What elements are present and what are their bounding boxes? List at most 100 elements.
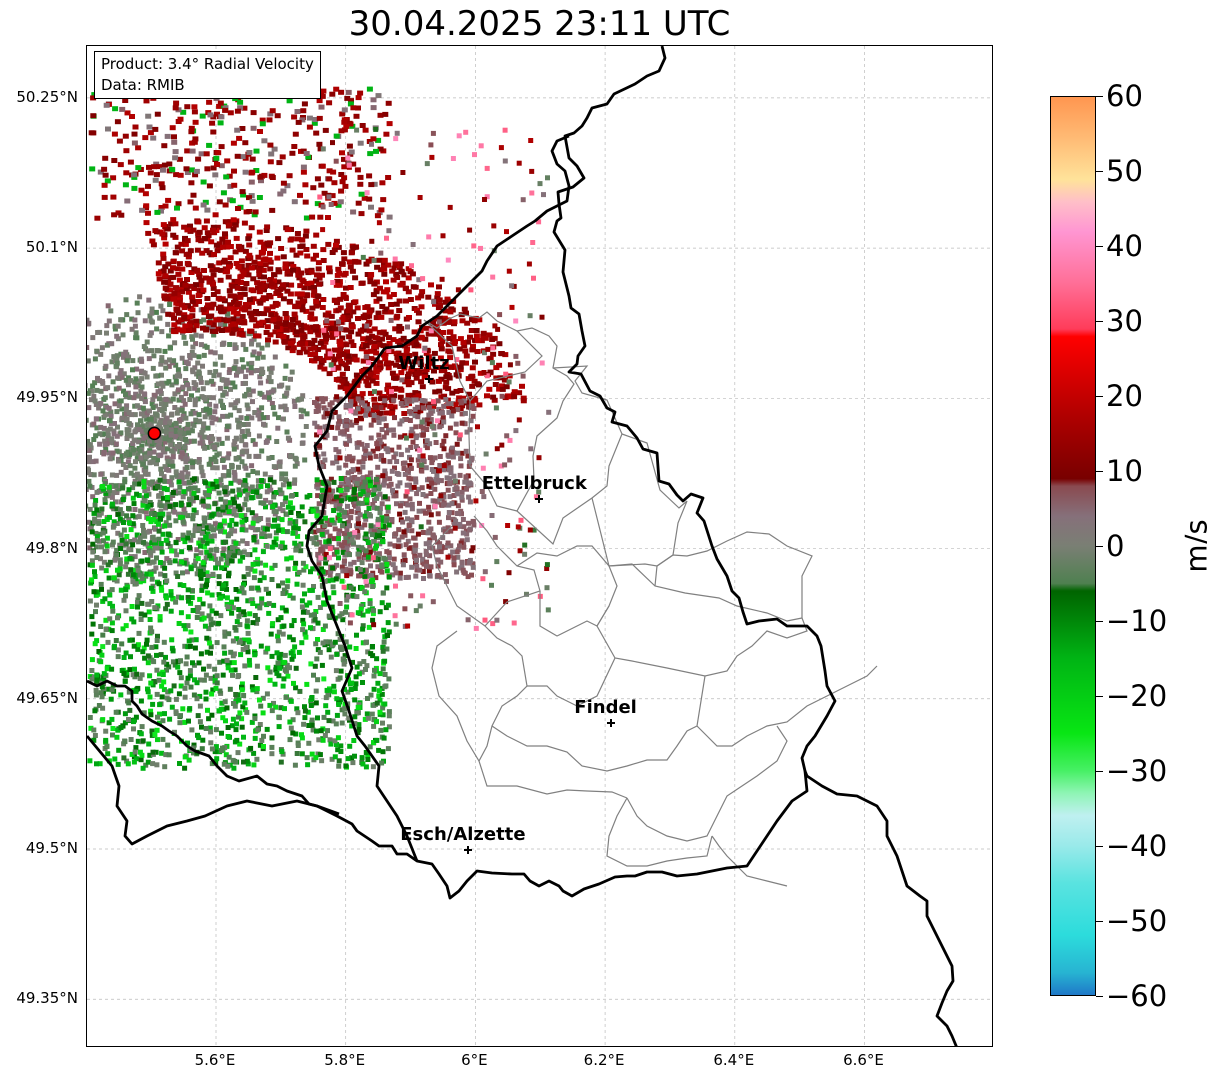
radar-echo-pixel: [284, 390, 290, 396]
radar-echo-pixel: [173, 420, 179, 426]
radar-echo-pixel: [126, 487, 132, 493]
radar-echo-pixel: [290, 267, 296, 273]
radar-echo-pixel: [405, 379, 412, 385]
radar-echo-pixel: [292, 304, 299, 310]
radar-echo-pixel: [277, 383, 282, 389]
radar-echo-pixel: [118, 430, 124, 436]
radar-echo-pixel: [189, 727, 195, 733]
radar-echo-pixel: [387, 403, 394, 409]
radar-echo-pixel: [441, 438, 447, 444]
radar-echo-pixel: [231, 508, 237, 514]
radar-echo-pixel: [272, 411, 278, 417]
radar-echo-pixel: [395, 544, 401, 550]
radar-echo-pixel: [340, 429, 345, 435]
radar-echo-pixel: [391, 432, 397, 438]
radar-echo-pixel: [233, 261, 240, 266]
radar-echo-pixel: [406, 523, 412, 528]
radar-echo-pixel: [148, 625, 154, 631]
radar-echo-pixel: [230, 293, 237, 299]
radar-echo-pixel: [226, 370, 232, 375]
radar-echo-pixel: [435, 305, 442, 311]
radar-echo-pixel: [374, 528, 380, 533]
radar-map[interactable]: [87, 46, 993, 1047]
radar-echo-pixel: [402, 532, 408, 538]
radar-echo-pixel: [130, 495, 136, 501]
radar-echo-pixel: [386, 341, 393, 346]
radar-echo-pixel: [105, 385, 111, 391]
radar-echo-pixel: [116, 458, 121, 464]
radar-echo-pixel: [359, 545, 365, 551]
radar-echo-pixel: [151, 679, 157, 684]
radar-echo-pixel: [177, 582, 183, 588]
radar-echo-pixel: [87, 478, 92, 484]
radar-echo-pixel: [404, 417, 410, 422]
radar-echo-pixel: [351, 401, 358, 407]
radar-echo-pixel: [135, 685, 141, 691]
radar-echo-pixel: [198, 342, 204, 348]
radar-echo-pixel: [220, 745, 225, 751]
radar-echo-pixel: [376, 420, 382, 425]
radar-echo-pixel: [295, 300, 302, 306]
radar-echo-pixel: [203, 672, 209, 678]
radar-echo-pixel: [200, 601, 206, 607]
radar-echo-pixel: [173, 570, 179, 576]
radar-echo-pixel: [201, 317, 207, 323]
radar-echo-pixel: [406, 545, 412, 551]
radar-echo-pixel: [249, 338, 255, 344]
radar-echo-pixel: [133, 391, 139, 397]
radar-echo-pixel: [344, 604, 350, 610]
radar-echo-pixel: [406, 353, 413, 358]
radar-echo-pixel: [226, 754, 232, 760]
radar-echo-pixel: [120, 332, 126, 338]
radar-echo-pixel: [139, 396, 145, 401]
radar-echo-pixel: [104, 330, 109, 336]
radar-echo-pixel: [167, 544, 173, 550]
radar-echo-pixel: [423, 548, 429, 554]
radar-echo-pixel: [349, 458, 355, 464]
radar-echo-pixel: [153, 403, 159, 409]
radar-echo-pixel: [159, 435, 165, 441]
radar-echo-pixel: [379, 515, 385, 521]
radar-echo-pixel: [401, 552, 407, 558]
map-panel[interactable]: [86, 45, 993, 1047]
radar-echo-pixel: [224, 314, 230, 320]
radar-echo-pixel: [420, 425, 426, 431]
radar-echo-pixel: [377, 491, 383, 497]
radar-echo-pixel: [169, 448, 175, 454]
radar-echo-pixel: [146, 297, 152, 303]
radar-echo-pixel: [315, 620, 321, 626]
radar-echo-pixel: [104, 404, 109, 410]
radar-echo-pixel: [119, 374, 125, 380]
radar-echo-pixel: [490, 394, 497, 400]
radar-echo-pixel: [214, 289, 221, 295]
radar-echo-pixel: [195, 488, 201, 494]
radar-echo-pixel: [263, 228, 270, 233]
radar-echo-pixel: [208, 302, 215, 308]
radar-echo-pixel: [108, 308, 114, 314]
radar-echo-pixel: [435, 378, 442, 384]
radar-echo-pixel: [200, 572, 206, 577]
radar-echo-pixel: [480, 330, 487, 336]
radar-echo-pixel: [145, 759, 151, 765]
radar-echo-pixel: [343, 403, 349, 408]
radar-echo-pixel: [163, 520, 169, 526]
radar-echo-pixel: [241, 590, 247, 596]
radar-echo-pixel: [469, 373, 476, 379]
radar-echo-pixel: [344, 366, 350, 371]
radar-echo-pixel: [267, 677, 273, 683]
radar-echo-pixel: [299, 304, 306, 310]
radar-echo-pixel: [389, 468, 395, 474]
radar-echo-pixel: [317, 425, 323, 431]
radar-echo-pixel: [271, 464, 277, 470]
radar-echo-pixel: [189, 595, 195, 601]
radar-echo-pixel: [310, 566, 316, 572]
radar-echo-pixel: [420, 492, 426, 497]
radar-echo-pixel: [217, 385, 223, 391]
radar-echo-pixel: [405, 538, 411, 544]
radar-echo-pixel: [314, 513, 320, 519]
radar-echo-pixel: [348, 339, 355, 345]
radar-echo-pixel: [409, 519, 415, 525]
radar-echo-pixel: [321, 676, 327, 682]
radar-echo-pixel: [275, 267, 282, 273]
radar-echo-pixel: [312, 612, 317, 618]
